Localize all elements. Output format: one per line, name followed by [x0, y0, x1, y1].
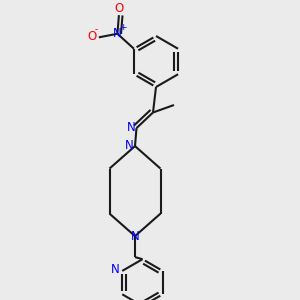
Text: N: N: [113, 27, 122, 40]
Text: N: N: [125, 139, 134, 152]
Text: N: N: [127, 121, 136, 134]
Text: N: N: [130, 230, 140, 243]
Text: O: O: [88, 30, 97, 43]
Text: N: N: [111, 263, 120, 276]
Text: +: +: [119, 22, 126, 32]
Text: -: -: [95, 25, 98, 34]
Text: O: O: [114, 2, 124, 15]
